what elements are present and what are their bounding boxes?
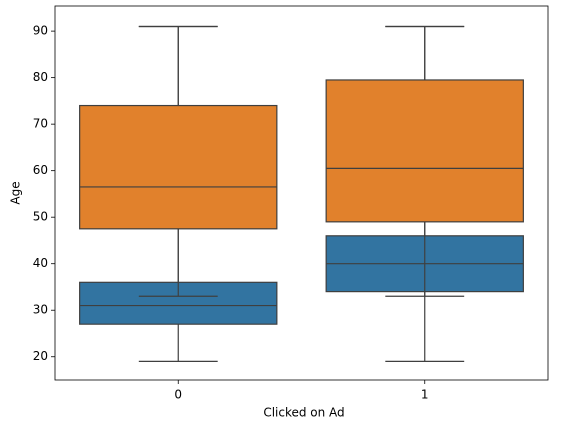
y-tick-label: 30 <box>33 303 48 317</box>
y-tick-label: 20 <box>33 349 48 363</box>
y-axis-label: Age <box>9 181 23 204</box>
x-tick-label: 1 <box>421 388 429 402</box>
box <box>79 104 278 230</box>
x-tick-label: 0 <box>174 388 182 402</box>
plot-frame <box>54 5 549 381</box>
y-tick-label: 40 <box>33 256 48 270</box>
y-tick-label: 90 <box>33 24 48 38</box>
box <box>325 79 524 223</box>
y-tick-label: 70 <box>33 117 48 131</box>
x-axis-label: Clicked on Ad <box>263 406 344 420</box>
y-tick-label: 80 <box>33 70 48 84</box>
y-tick-label: 50 <box>33 210 48 224</box>
y-tick-label: 60 <box>33 163 48 177</box>
